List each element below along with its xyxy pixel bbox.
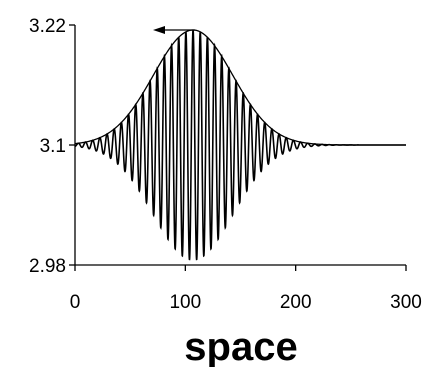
y-tick-label: 3.1	[40, 136, 66, 157]
x-axis-title: space	[184, 325, 297, 367]
envelope-line	[74, 29, 406, 146]
x-tick-label: 300	[390, 292, 422, 313]
y-tick-label: 2.98	[29, 256, 66, 277]
x-tick-label: 100	[169, 292, 201, 313]
plot-area	[74, 29, 406, 261]
annotations	[153, 26, 195, 34]
x-tick-label: 0	[70, 292, 81, 313]
axes	[69, 24, 407, 271]
tick-labels: 2.98 3.1 3.22 0 100 200 300	[29, 16, 422, 313]
left-arrow-icon	[153, 26, 165, 34]
x-tick-label: 200	[280, 292, 312, 313]
y-tick-label: 3.22	[29, 16, 66, 37]
